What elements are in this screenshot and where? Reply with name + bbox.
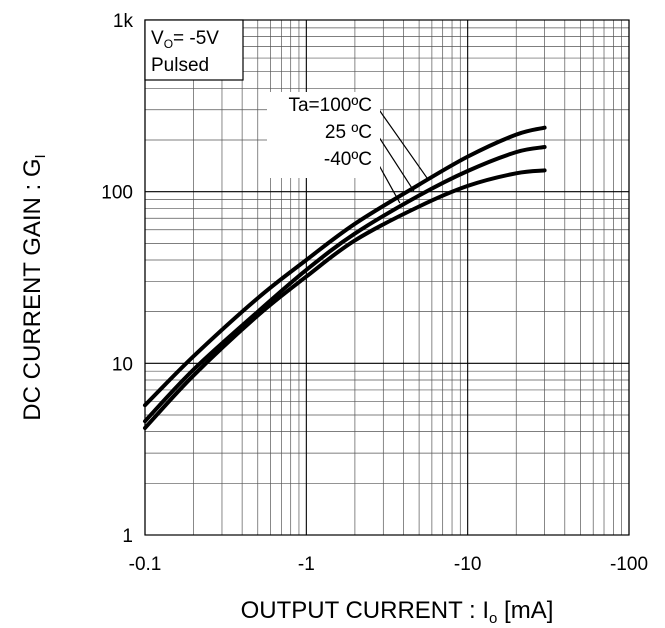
series-line-2 [143,168,547,430]
y-axis-label-main: DC CURRENT GAIN : G [19,158,46,420]
x-axis-label-main: OUTPUT CURRENT : I [241,597,489,624]
y-tick-label: 1k [113,11,134,32]
series-label-0: Ta=100ºC [288,95,372,116]
condition-voltage-rest: = -5V [173,28,219,49]
series-labels: Ta=100ºC 25 ºC -40ºC [267,92,380,178]
x-tick-label: -10 [454,554,481,575]
x-tick-label: -0.1 [129,554,162,575]
series-label-1: 25 ºC [325,122,372,143]
x-tick-label: -1 [298,554,315,575]
y-axis-label: DC CURRENT GAIN : GI [19,154,49,420]
y-axis-label-sub: I [32,154,49,158]
condition-pulsed: Pulsed [151,55,209,76]
x-axis-label: OUTPUT CURRENT : Io [mA] [241,597,554,627]
grid-minor [145,20,629,535]
y-tick-labels: 1 10 100 1k [101,11,133,547]
series-line-1 [143,145,547,424]
condition-box: VO= -5V Pulsed [144,19,244,81]
y-tick-label: 1 [122,526,133,547]
series-label-2: -40ºC [324,149,372,170]
condition-voltage-main: V [151,28,164,49]
series-leader-0 [374,103,429,180]
condition-voltage: VO= -5V [151,28,219,51]
y-tick-label: 10 [112,354,133,375]
condition-voltage-sub: O [164,37,173,51]
x-tick-label: -100 [610,554,648,575]
condition-box-frame [144,19,244,81]
series-layer [143,125,547,430]
x-axis-label-sub: o [489,610,497,627]
y-tick-label: 100 [101,183,133,204]
series-labels-backdrop [267,92,380,178]
series-leader-1 [374,130,415,192]
series-line-0 [143,125,547,408]
x-tick-labels: -0.1 -1 -10 -100 [129,554,648,575]
x-axis-label-unit: [mA] [497,597,553,624]
plot-frame [144,19,630,536]
grid-major [144,19,630,536]
leader-layer [374,103,429,204]
